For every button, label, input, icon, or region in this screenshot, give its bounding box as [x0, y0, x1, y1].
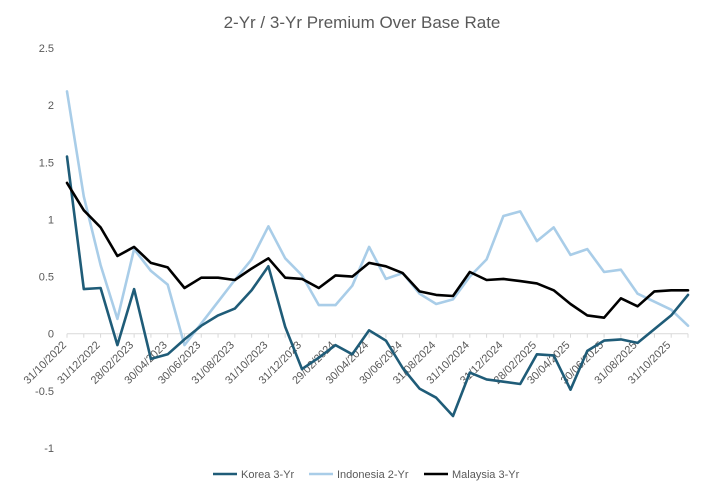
y-tick-label: 1.5 — [39, 157, 54, 169]
y-tick-label: 1 — [48, 214, 54, 226]
series-layer — [65, 90, 690, 418]
legend-label-korea-3-yr: Korea 3-Yr — [241, 469, 295, 481]
y-tick-label: 2.5 — [39, 43, 54, 55]
y-tick-label: 2 — [48, 100, 54, 112]
series-line-indonesia-2-yr — [65, 90, 690, 347]
legend: Korea 3-Yr Indonesia 2-Yr Malaysia 3-Yr — [213, 469, 520, 481]
x-axis: 31/10/202231/12/202228/02/202330/04/2023… — [22, 333, 689, 387]
y-tick-label: 0.5 — [39, 272, 54, 284]
y-tick-label: -1 — [44, 443, 54, 455]
y-tick-label: -0.5 — [35, 386, 54, 398]
chart-title: 2-Yr / 3-Yr Premium Over Base Rate — [224, 13, 501, 32]
series-line-malaysia-3-yr — [65, 181, 690, 320]
series-line-korea-3-yr — [65, 155, 690, 418]
y-tick-label: 0 — [48, 329, 54, 341]
legend-label-malaysia-3-yr: Malaysia 3-Yr — [452, 469, 520, 481]
legend-label-indonesia-2-yr: Indonesia 2-Yr — [337, 469, 409, 481]
y-axis-labels: -1 -0.5 0 0.5 1 1.5 2 2.5 — [35, 43, 54, 455]
